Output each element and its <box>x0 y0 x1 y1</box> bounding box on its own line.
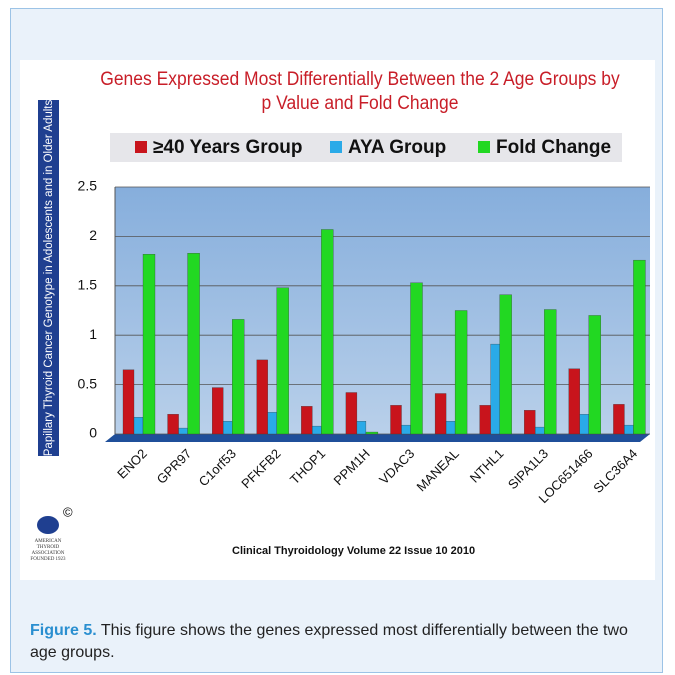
bar <box>301 406 313 435</box>
bar <box>479 405 491 435</box>
bar <box>499 294 512 435</box>
bar <box>212 387 224 435</box>
bar <box>223 421 233 435</box>
legend-label: AYA Group <box>348 137 446 158</box>
y-tick-label: 2 <box>89 227 97 243</box>
x-tick-label: GPR97 <box>154 446 195 487</box>
y-tick-label: 0.5 <box>78 375 98 391</box>
bar <box>267 412 277 435</box>
bar <box>365 431 379 435</box>
chart-title: Genes Expressed Most Differentially Betw… <box>100 69 620 114</box>
bar <box>178 427 188 435</box>
bar <box>345 392 358 435</box>
logo-mark <box>37 516 59 534</box>
legend-label: Fold Change <box>496 137 611 158</box>
bar <box>613 404 625 435</box>
y-tick-label: 1.5 <box>78 277 98 293</box>
plot-area <box>115 187 650 434</box>
legend-box <box>110 133 622 162</box>
bar <box>568 368 580 435</box>
plot-floor <box>105 434 650 442</box>
x-tick-label: MANEAL <box>414 446 462 494</box>
x-tick-label: PPM1H <box>330 446 372 488</box>
y-tick-label: 2.5 <box>78 178 98 194</box>
caption-label: Figure 5. <box>30 622 97 639</box>
bar <box>588 315 601 435</box>
y-tick-label: 1 <box>89 326 97 342</box>
legend-swatch <box>330 141 342 153</box>
caption-text: This figure shows the genes expressed mo… <box>30 622 628 661</box>
bar <box>445 421 456 435</box>
x-tick-label: PFKFB2 <box>238 446 283 491</box>
bar <box>187 253 200 435</box>
x-tick-label: SIPA1L3 <box>505 446 551 492</box>
source: Clinical Thyroidology Volume 22 Issue 10… <box>232 545 475 557</box>
bar <box>535 426 545 435</box>
bar <box>633 259 646 435</box>
logo-text: AMERICAN <box>35 539 62 544</box>
logo-text: FOUNDED 1923 <box>30 557 66 562</box>
bar <box>490 343 500 435</box>
bar <box>232 319 245 435</box>
bar <box>544 309 557 435</box>
bar <box>454 310 468 435</box>
bar <box>142 254 156 435</box>
x-tick-label: NTHL1 <box>467 446 507 486</box>
y-tick-label: 0 <box>89 425 97 441</box>
bar <box>390 405 402 435</box>
x-tick-label: THOP1 <box>287 446 328 487</box>
legend-label: ≥40 Years Group <box>153 137 303 158</box>
x-tick-label: SLC36A4 <box>590 446 640 496</box>
bar <box>167 414 179 435</box>
bar <box>321 229 334 435</box>
logo-text: ASSOCIATION <box>32 551 65 556</box>
bar <box>624 424 634 435</box>
bar <box>410 282 423 435</box>
bar <box>401 424 411 435</box>
bar <box>312 425 322 435</box>
logo-text: THYROID <box>37 545 60 550</box>
bar <box>122 369 135 435</box>
x-tick-label: ENO2 <box>114 446 150 482</box>
y-axis-label: Papillary Thyroid Cancer Genotype in Ado… <box>43 100 55 457</box>
legend-swatch <box>478 141 490 153</box>
logo-copyright: © <box>63 504 73 519</box>
caption: Figure 5. This figure shows the genes ex… <box>30 620 650 664</box>
bar <box>524 410 536 435</box>
legend-swatch <box>135 141 147 153</box>
bar <box>256 359 268 435</box>
bar <box>133 417 144 435</box>
bar <box>579 414 589 435</box>
bar <box>356 421 367 435</box>
x-tick-label: VDAC3 <box>376 446 417 487</box>
bar <box>276 287 289 435</box>
bar <box>434 393 447 435</box>
x-tick-label: C1orf53 <box>196 446 239 489</box>
y-label-box <box>38 100 59 456</box>
